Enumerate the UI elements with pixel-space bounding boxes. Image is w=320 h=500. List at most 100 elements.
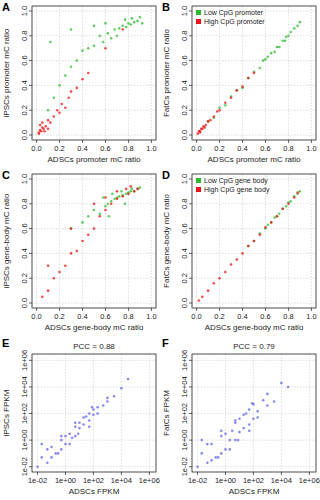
point: [68, 432, 71, 435]
point: [113, 198, 116, 201]
tick-label: 0.2: [180, 105, 189, 115]
point: [258, 67, 261, 70]
grid-line: [253, 354, 254, 472]
tick: [189, 35, 192, 36]
tick-label: 0.8: [283, 144, 293, 153]
point: [199, 131, 202, 134]
tick: [29, 253, 32, 254]
point: [64, 443, 67, 446]
point: [38, 132, 41, 135]
plot-area: [198, 190, 302, 302]
point: [93, 209, 96, 212]
tick-label: 0.8: [20, 199, 29, 209]
point: [287, 386, 290, 389]
point: [113, 395, 116, 398]
panel-label: B: [162, 1, 170, 13]
panel-label: A: [2, 1, 10, 13]
point: [75, 59, 78, 62]
tick: [105, 308, 106, 311]
point: [136, 188, 139, 191]
point: [284, 39, 287, 42]
tick-label: 0.4: [180, 248, 189, 258]
tick: [149, 472, 150, 475]
point: [98, 215, 101, 218]
point: [50, 446, 53, 449]
tick: [151, 140, 152, 143]
point: [108, 215, 111, 218]
tick: [29, 303, 32, 304]
point: [224, 271, 227, 274]
plot-frame: [192, 174, 316, 308]
point: [224, 104, 227, 107]
point: [106, 202, 109, 205]
tick-label: 0.8: [123, 144, 133, 153]
grid-line: [32, 466, 156, 467]
tick: [189, 203, 192, 204]
point: [88, 412, 91, 415]
point: [230, 263, 233, 266]
grid-line: [105, 6, 106, 140]
tick-label: 0.2: [214, 144, 224, 153]
point: [43, 130, 46, 133]
y-axis-label: FatCs FPKM: [162, 390, 171, 436]
tick-label: 0.0: [31, 312, 41, 321]
tick: [288, 308, 289, 311]
grid-line: [265, 6, 266, 140]
plot-frame: [32, 6, 156, 140]
point: [106, 400, 109, 403]
tick-label: 0.0: [180, 130, 189, 140]
grid-line: [32, 110, 156, 111]
point: [70, 252, 73, 255]
point: [133, 190, 136, 193]
tick: [311, 140, 312, 143]
tick-label: 0.4: [20, 248, 29, 258]
grid-line: [32, 440, 156, 441]
point: [287, 202, 290, 205]
panel: 1e-021e+001e+021e+041e+061e-021e+001e+02…: [162, 337, 320, 496]
tick: [265, 140, 266, 143]
tick: [189, 110, 192, 111]
y-axis-label: FatCs promoter mC ratio: [162, 28, 171, 117]
tick: [242, 140, 243, 143]
point: [104, 205, 107, 208]
point: [82, 416, 85, 419]
grid-line: [32, 253, 156, 254]
point: [133, 21, 136, 24]
point: [203, 126, 206, 129]
point: [106, 32, 109, 35]
point: [118, 195, 121, 198]
point: [121, 28, 124, 31]
grid-line: [82, 6, 83, 140]
point: [220, 452, 223, 455]
grid-line: [32, 10, 156, 11]
grid-line: [192, 85, 316, 86]
tick-label: 1.0: [20, 6, 29, 16]
grid-line: [288, 174, 289, 308]
tick: [281, 472, 282, 475]
point: [53, 115, 56, 118]
grid-line: [192, 35, 316, 36]
x-axis-label: ADSCs promoter mC ratio: [48, 155, 141, 164]
grid-line: [32, 303, 156, 304]
point: [241, 85, 244, 88]
legend-label: Low CpG promoter: [204, 9, 264, 17]
tick-label: 0.8: [283, 312, 293, 321]
point: [121, 25, 124, 28]
point: [125, 193, 128, 196]
tick: [65, 472, 66, 475]
tick: [189, 278, 192, 279]
grid-line: [192, 60, 316, 61]
grid-line: [36, 6, 37, 140]
grid-line: [192, 466, 316, 467]
point: [88, 426, 91, 429]
grid-line: [265, 174, 266, 308]
grid-line: [192, 386, 316, 387]
tick: [219, 308, 220, 311]
plot-area: [41, 185, 141, 298]
point: [81, 240, 84, 243]
tick: [288, 140, 289, 143]
tick-label: 1.0: [146, 312, 156, 321]
point: [207, 120, 210, 123]
point: [40, 130, 43, 133]
point: [70, 65, 73, 68]
